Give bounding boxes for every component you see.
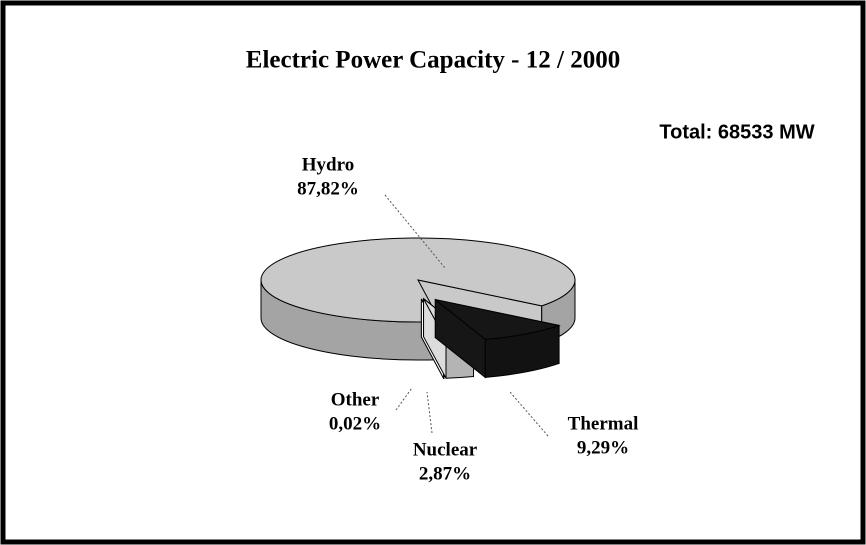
slice-wall-shade: [485, 325, 560, 378]
slice-value-label: 87,82%: [297, 178, 359, 199]
leader-line: [509, 391, 549, 437]
leader-line: [395, 387, 413, 411]
slice-value-label: 2,87%: [419, 463, 471, 484]
slice-value-label: 9,29%: [577, 437, 629, 458]
slice-category-label: Hydro: [302, 154, 354, 175]
slice-top: [260, 237, 576, 323]
slice-category-label: Nuclear: [413, 439, 478, 460]
slice-top: [435, 299, 561, 340]
chart-title: Electric Power Capacity - 12 / 2000: [246, 47, 620, 74]
slice-category-label: Other: [331, 389, 380, 410]
total-annotation: Total: 68533 MW: [659, 121, 814, 143]
slice-value-label: 0,02%: [329, 413, 381, 434]
leader-line: [426, 391, 433, 434]
slice-wall-shade: [261, 280, 441, 360]
slice-category-label: Thermal: [568, 413, 639, 434]
